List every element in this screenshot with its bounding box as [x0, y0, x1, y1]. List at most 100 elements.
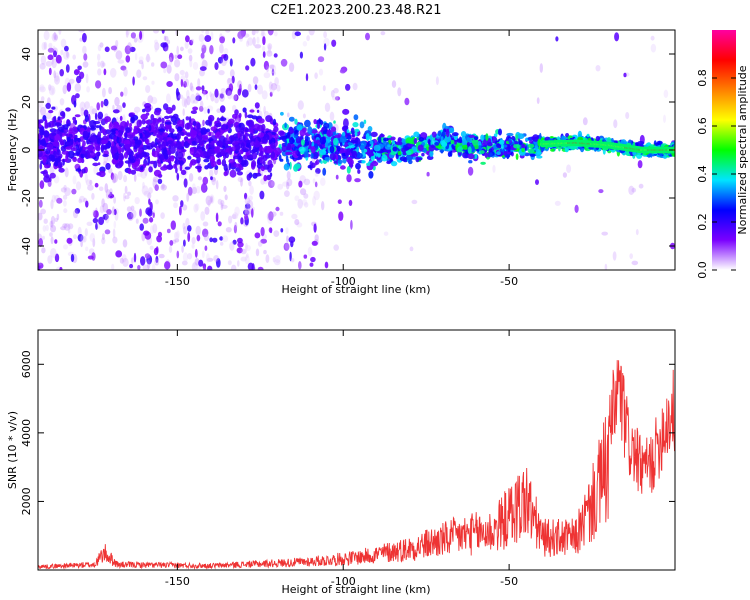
heatmap-cell — [291, 213, 298, 220]
heatmap-cell — [117, 170, 123, 181]
heatmap-cell — [269, 91, 273, 97]
heatmap-cell — [185, 35, 190, 43]
heatmap-cell — [108, 87, 112, 95]
heatmap-cell — [210, 93, 215, 102]
heatmap-cell — [460, 131, 467, 138]
heatmap-cell — [248, 133, 254, 140]
heatmap-cell — [232, 94, 238, 101]
heatmap-cell — [286, 181, 290, 190]
heatmap-cell — [169, 240, 174, 246]
heatmap-cell — [260, 165, 265, 172]
heatmap-cell — [166, 228, 171, 234]
heatmap-cell — [77, 65, 82, 71]
heatmap-cell — [249, 109, 255, 113]
heatmap-cell — [350, 127, 355, 135]
heatmap-cell — [197, 78, 201, 87]
heatmap-cell — [294, 118, 298, 125]
heatmap-cell — [38, 150, 43, 158]
heatmap-cell — [290, 258, 295, 263]
heatmap-cell — [74, 69, 81, 74]
heatmap-cell — [288, 129, 295, 134]
heatmap-cell — [293, 164, 299, 172]
heatmap-cell — [163, 35, 167, 41]
heatmap-cell — [535, 179, 539, 186]
heatmap-cell — [224, 194, 228, 201]
heatmap-cell — [207, 108, 210, 114]
heatmap-cell — [158, 154, 166, 161]
heatmap-cell — [346, 166, 351, 174]
heatmap-cell — [198, 34, 205, 43]
heatmap-cell — [186, 95, 191, 106]
heatmap-cell — [237, 131, 240, 139]
heatmap-cell — [71, 188, 77, 195]
heatmap-cell — [650, 43, 657, 53]
heatmap-cell — [124, 160, 132, 164]
heatmap-cell — [60, 38, 67, 48]
heatmap-cell — [39, 140, 47, 146]
heatmap-cell — [361, 160, 366, 164]
heatmap-cell — [241, 89, 249, 98]
heatmap-cell — [143, 190, 150, 197]
heatmap-cell — [112, 104, 115, 111]
heatmap-cell — [45, 60, 53, 67]
heatmap-cell — [238, 112, 242, 119]
heatmap-cell — [59, 98, 65, 106]
heatmap-cell — [484, 152, 488, 159]
heatmap-cell — [119, 257, 124, 264]
heatmap-cell — [477, 140, 482, 147]
heatmap-cell — [47, 255, 53, 264]
heatmap-cell — [168, 150, 172, 155]
heatmap-cell — [263, 60, 269, 70]
heatmap-cell — [158, 253, 165, 259]
heatmap-cell — [140, 165, 144, 171]
heatmap-cell — [52, 140, 60, 147]
heatmap-cell — [244, 111, 248, 119]
heatmap-cell — [42, 156, 47, 161]
heatmap-cell — [501, 143, 504, 150]
heatmap-cell — [337, 199, 342, 204]
heatmap-cell — [223, 185, 227, 192]
heatmap-cell — [185, 116, 190, 121]
heatmap-cell — [60, 49, 64, 56]
heatmap-cell — [468, 160, 473, 164]
heatmap-cell — [404, 97, 410, 106]
heatmap-cell — [184, 78, 189, 88]
heatmap-cell — [124, 185, 128, 195]
heatmap-cell — [536, 97, 540, 104]
heatmap-cell — [293, 134, 299, 139]
heatmap-cell — [365, 133, 370, 141]
heatmap-cell — [237, 176, 244, 183]
heatmap-cell — [333, 87, 339, 94]
heatmap-cell — [319, 136, 327, 145]
heatmap-cell — [240, 177, 243, 187]
heatmap-cell — [206, 128, 211, 133]
heatmap-cell — [48, 67, 52, 76]
heatmap-cell — [69, 78, 75, 84]
heatmap-cell — [201, 250, 205, 259]
heatmap-cell — [197, 176, 202, 181]
heatmap-cell — [263, 105, 266, 114]
heatmap-cell — [63, 223, 71, 231]
heatmap-cell — [93, 165, 99, 175]
heatmap-cell — [42, 225, 47, 232]
heatmap-cell — [166, 39, 171, 45]
heatmap-cell — [429, 134, 433, 141]
heatmap-cell — [369, 140, 373, 145]
heatmap-cell — [287, 151, 294, 155]
heatmap-cell — [598, 189, 604, 194]
heatmap-cell — [204, 206, 210, 215]
snr-x-label: Height of straight line (km) — [281, 583, 430, 596]
heatmap-cell — [87, 113, 91, 123]
heatmap-cell — [310, 146, 316, 154]
heatmap-cell — [252, 37, 256, 46]
heatmap-cell — [261, 30, 265, 37]
heatmap-cell — [304, 146, 309, 153]
heatmap-cell — [451, 144, 455, 150]
heatmap-cell — [219, 105, 226, 113]
heatmap-cell — [40, 55, 47, 65]
heatmap-cell — [489, 152, 493, 158]
heatmap-cell — [38, 199, 43, 208]
heatmap-cell — [324, 102, 331, 113]
heatmap-cell — [43, 30, 50, 41]
heatmap-cell — [220, 202, 224, 211]
